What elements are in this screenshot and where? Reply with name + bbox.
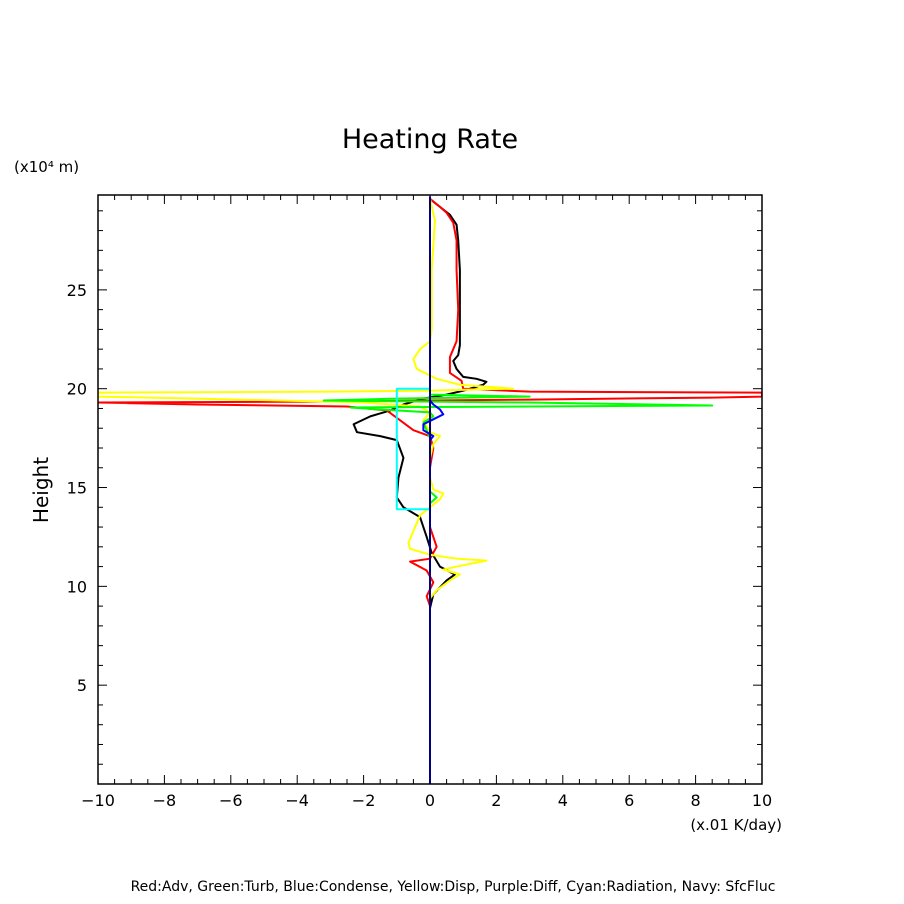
y-tick-label: 20 xyxy=(67,380,87,399)
x-tick-label: 4 xyxy=(558,791,568,810)
y-tick-label: 15 xyxy=(67,479,87,498)
x-tick-label: −8 xyxy=(153,791,177,810)
x-axis-label: (x.01 K/day) xyxy=(690,816,782,834)
y-tick-label: 5 xyxy=(77,676,87,695)
x-tick-label: −2 xyxy=(352,791,376,810)
axis-tick-labels: −10 −8 −6 −4 −2 0 2 4 6 8 10 5 10 15 20 25 xyxy=(67,281,773,810)
legend-text: Red:Adv, Green:Turb, Blue:Condense, Yell… xyxy=(131,879,776,895)
x-tick-label: 8 xyxy=(691,791,701,810)
series-line-4 xyxy=(422,197,445,782)
x-tick-label: 6 xyxy=(624,791,634,810)
x-tick-label: −4 xyxy=(285,791,309,810)
x-tick-label: −10 xyxy=(81,791,115,810)
series-lines xyxy=(98,195,762,784)
chart-title: Heating Rate xyxy=(342,124,518,155)
series-line-1 xyxy=(98,197,762,782)
y-axis-label: Height xyxy=(29,457,53,523)
y-tick-label: 10 xyxy=(67,577,87,596)
x-tick-label: 10 xyxy=(752,791,772,810)
y-tick-label: 25 xyxy=(67,281,87,300)
series-line-0 xyxy=(352,197,488,782)
x-tick-label: −6 xyxy=(219,791,243,810)
y-axis-unit-label: (x10⁴ m) xyxy=(14,158,79,176)
series-line-2 xyxy=(98,197,514,782)
series-line-3 xyxy=(322,197,714,782)
axis-ticks xyxy=(97,195,763,784)
plot-frame xyxy=(97,194,763,785)
x-tick-label: 0 xyxy=(425,791,435,810)
x-tick-label: 2 xyxy=(491,791,501,810)
series-line-5 xyxy=(395,387,431,511)
